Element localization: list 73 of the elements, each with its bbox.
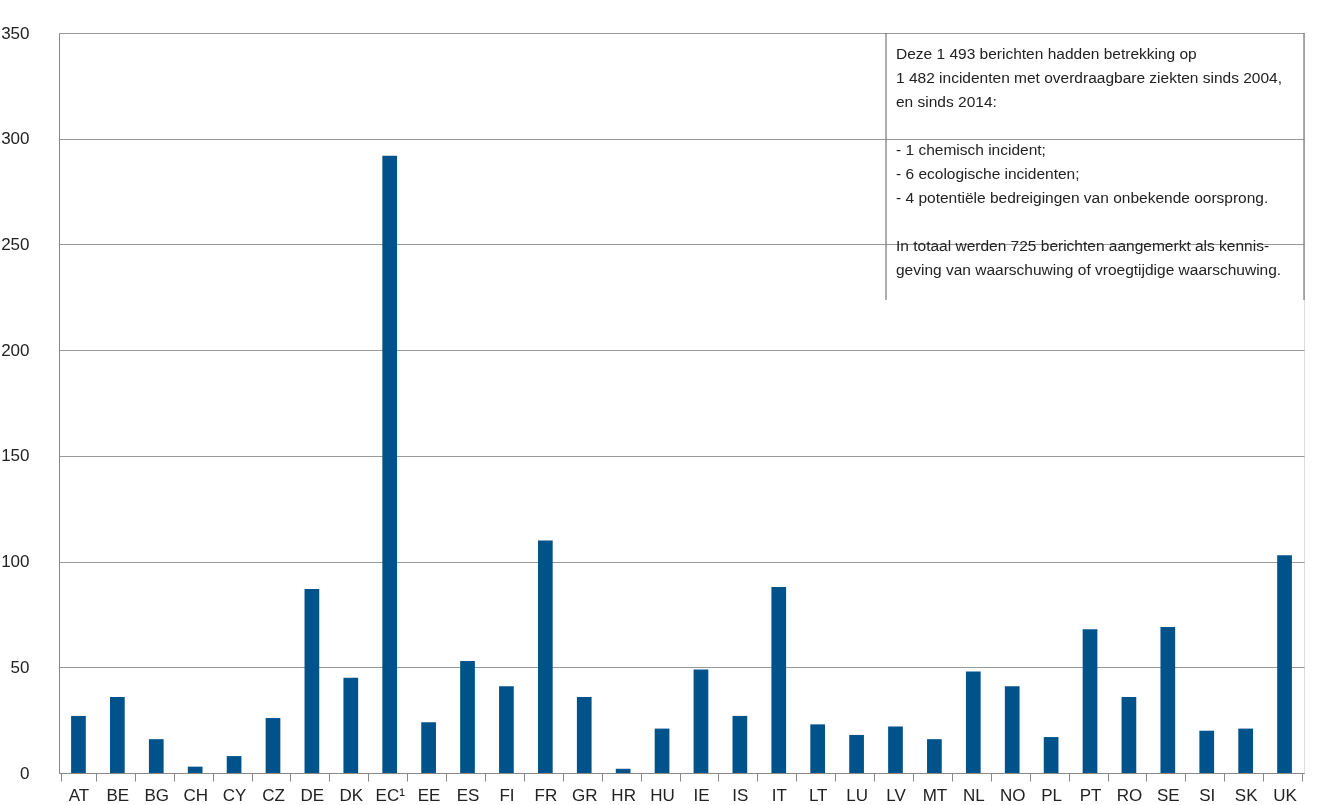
- bar: [304, 589, 320, 773]
- x-tick-label: DK: [339, 785, 364, 805]
- y-tick-label: 100: [1, 552, 30, 572]
- bar: [382, 155, 398, 773]
- bar: [537, 540, 553, 773]
- text: Deze 1 493 berichten hadden betrekking op 1 482 incidenten met overdraagbare ziekten sinds 2004, en sinds 2014: - 1 chemisch incident; - 6 ecologische incidenten; - 4 potentiële bedreigingen van onbekende oorsprong. In totaal werden 725 berichten aangemerkt als kennis- geving van waarschuwing of vroegtijdige waarschuwing.: [896, 45, 1283, 278]
- bar: [265, 718, 281, 773]
- x-tick-label: LV: [886, 785, 907, 805]
- x-tick-label: SE: [1156, 785, 1180, 805]
- bar: [343, 677, 359, 773]
- x-tick-label: MT: [922, 785, 948, 805]
- x-tick-label: BE: [106, 785, 130, 805]
- bar: [187, 766, 203, 773]
- y-tick-label: 250: [1, 234, 30, 254]
- x-tick-label: EC¹: [375, 785, 406, 805]
- x-tick-label: GR: [571, 785, 598, 805]
- bar: [499, 686, 514, 773]
- bar: [226, 756, 242, 773]
- bar: [654, 728, 670, 773]
- bar: [1082, 629, 1098, 773]
- bar: [110, 696, 125, 773]
- bar: [576, 696, 592, 773]
- x-tick-label: LT: [808, 785, 828, 805]
- y-tick-label: 0: [20, 763, 30, 783]
- bar: [1238, 728, 1253, 773]
- x-tick-label: CZ: [262, 785, 285, 805]
- bar: [927, 739, 942, 773]
- bar: [71, 715, 86, 773]
- x-tick-label: CY: [222, 785, 247, 805]
- bar: [771, 586, 787, 773]
- x-tick-label: FR: [534, 785, 558, 805]
- x-tick-label: IE: [693, 785, 710, 805]
- y-tick-label: 50: [10, 657, 30, 677]
- x-tick-label: NL: [962, 785, 985, 805]
- x-tick-label: HU: [650, 785, 675, 805]
- x-tick-label: EE: [417, 785, 441, 805]
- bar: [732, 715, 748, 773]
- x-tick-label: HR: [611, 785, 636, 805]
- bar: [1043, 737, 1059, 773]
- y-tick-label: 350: [1, 23, 30, 43]
- bar: [810, 724, 826, 773]
- bar: [693, 669, 709, 773]
- x-tick-label: CH: [183, 785, 208, 805]
- x-tick-label: BG: [144, 785, 170, 805]
- x-tick-label: AT: [68, 785, 90, 805]
- bar: [1121, 696, 1137, 773]
- bar: [1160, 627, 1176, 773]
- x-tick-label: FI: [499, 785, 515, 805]
- x-tick-label: NO: [999, 785, 1026, 805]
- bar: [849, 734, 864, 773]
- bar: [1004, 686, 1020, 773]
- x-tick-label: LU: [846, 785, 868, 805]
- bar: [148, 739, 164, 773]
- bar: [460, 660, 475, 773]
- y-tick-label: 150: [1, 446, 30, 466]
- bar: [965, 671, 981, 773]
- x-tick-label: PT: [1079, 785, 1102, 805]
- x-tick-label: UK: [1273, 785, 1298, 805]
- x-tick-label: DE: [300, 785, 325, 805]
- x-tick-label: PL: [1041, 785, 1063, 805]
- x-tick-label: SK: [1234, 785, 1259, 805]
- bar: [1277, 555, 1292, 773]
- y-tick-label: 300: [1, 129, 30, 149]
- x-tick-label: RO: [1116, 785, 1143, 805]
- x-tick-label: IT: [771, 785, 787, 805]
- bar: [421, 722, 436, 773]
- bar: [615, 768, 631, 773]
- x-tick-label: SI: [1199, 785, 1216, 805]
- bar: [888, 726, 903, 773]
- bar: [1199, 730, 1215, 773]
- x-tick-label: ES: [456, 785, 480, 805]
- x-tick-label: IS: [732, 785, 749, 805]
- y-tick-label: 200: [1, 340, 30, 360]
